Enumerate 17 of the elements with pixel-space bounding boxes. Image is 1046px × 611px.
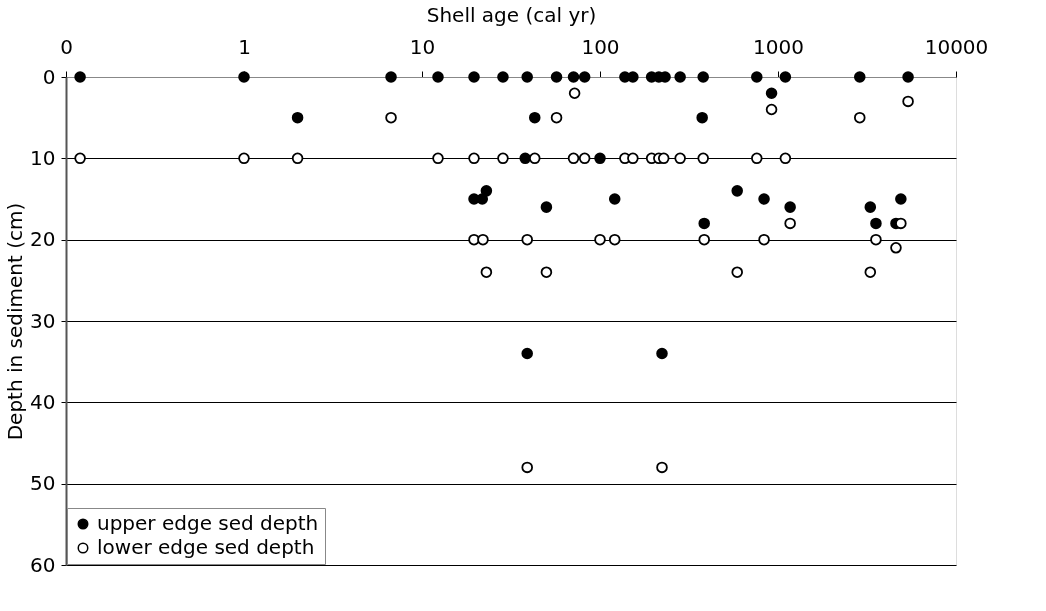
legend-label: lower edge sed depth xyxy=(97,535,315,559)
x-tick-label: 10000 xyxy=(924,34,989,59)
x-tick-label: 10 xyxy=(409,34,436,59)
y-tick-label: 0 xyxy=(42,64,56,89)
x-axis-title: Shell age (cal yr) xyxy=(426,2,597,27)
x-tick-label: 1 xyxy=(238,34,251,59)
legend-label: upper edge sed depth xyxy=(97,511,319,535)
x-tick-label: 1000 xyxy=(753,34,804,59)
y-tick-label: 50 xyxy=(30,471,56,496)
y-tick-label: 30 xyxy=(30,308,56,333)
y-tick-label: 20 xyxy=(30,227,56,252)
x-tick-label: 0 xyxy=(60,34,73,59)
x-tick-label: 100 xyxy=(581,34,620,59)
y-axis-title: Depth in sediment (cm) xyxy=(3,202,28,441)
y-tick-label: 10 xyxy=(30,145,56,170)
y-tick-label: 60 xyxy=(30,552,56,577)
y-tick-label: 40 xyxy=(30,389,56,414)
